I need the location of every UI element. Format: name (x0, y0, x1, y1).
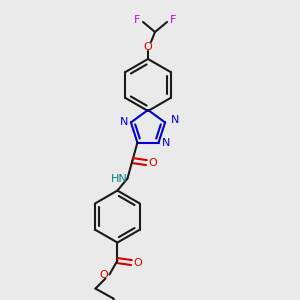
Text: O: O (148, 158, 157, 168)
Text: O: O (133, 258, 142, 268)
Text: N: N (171, 116, 179, 125)
Text: F: F (134, 15, 140, 25)
Text: O: O (144, 42, 152, 52)
Text: N: N (120, 117, 128, 128)
Text: O: O (99, 270, 108, 280)
Text: N: N (161, 138, 170, 148)
Text: HN: HN (111, 174, 128, 184)
Text: F: F (170, 15, 176, 25)
